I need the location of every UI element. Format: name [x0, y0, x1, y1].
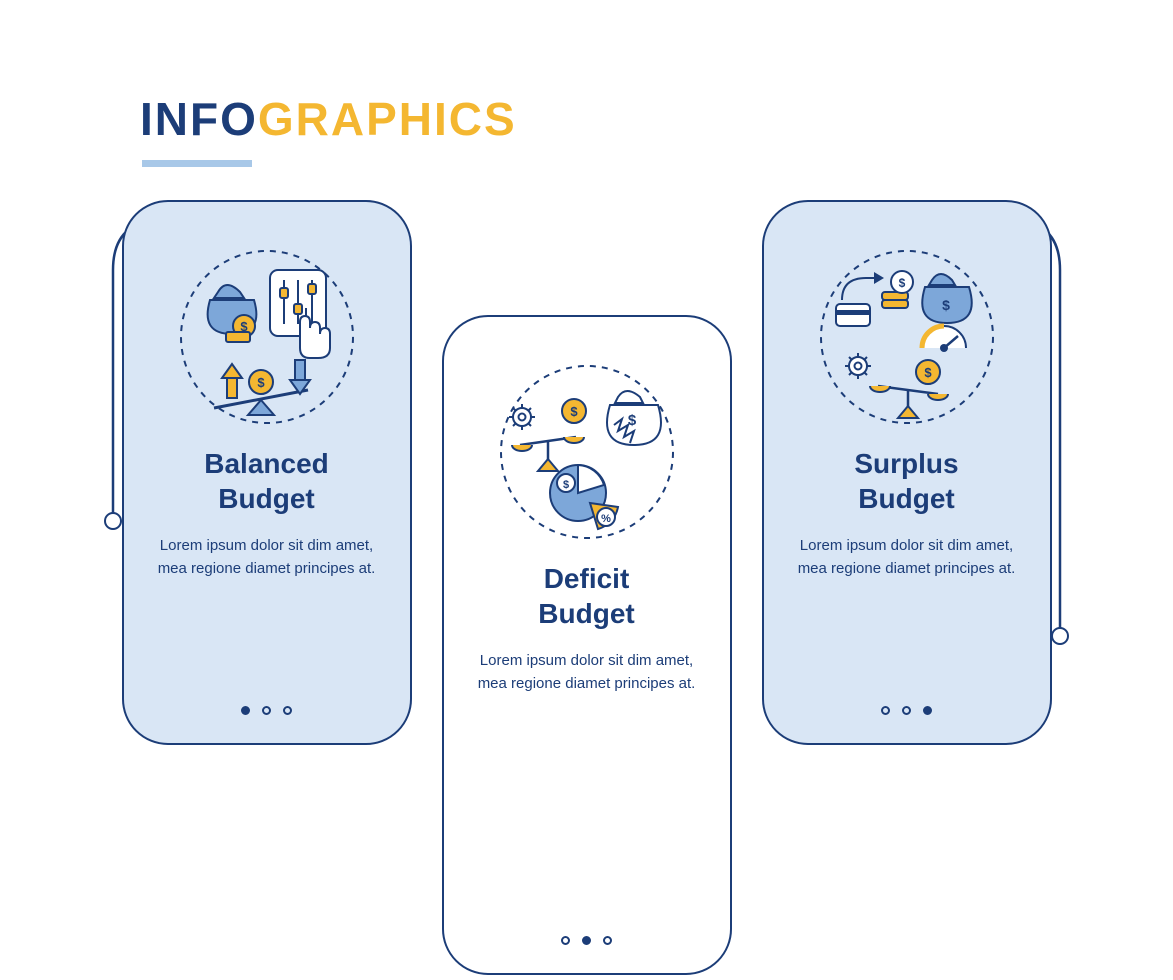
deficit-budget-icon: $ $ $ % — [492, 357, 682, 547]
dot — [283, 706, 292, 715]
dot — [902, 706, 911, 715]
card-balanced: $ — [122, 200, 412, 745]
pagination-dots — [444, 936, 730, 945]
dot — [881, 706, 890, 715]
svg-text:$: $ — [924, 365, 932, 380]
card-title: Balanced Budget — [148, 446, 386, 516]
svg-text:$: $ — [942, 297, 950, 313]
pagination-dots — [764, 706, 1050, 715]
svg-text:$: $ — [562, 479, 568, 491]
card-title: Deficit Budget — [468, 561, 706, 631]
svg-text:$: $ — [570, 404, 578, 419]
card-body: Lorem ipsum dolor sit dim amet, mea regi… — [148, 534, 386, 581]
dot — [923, 706, 932, 715]
pagination-dots — [124, 706, 410, 715]
card-title-line2: Budget — [218, 483, 314, 514]
surplus-budget-icon: $ $ — [812, 242, 1002, 432]
card-title-line2: Budget — [538, 598, 634, 629]
header: INFOGRAPHICS — [140, 96, 517, 167]
dot — [582, 936, 591, 945]
svg-text:%: % — [601, 513, 611, 525]
card-body: Lorem ipsum dolor sit dim amet, mea regi… — [788, 534, 1026, 581]
dot — [262, 706, 271, 715]
title-part2: GRAPHICS — [258, 93, 517, 145]
page-title: INFOGRAPHICS — [140, 96, 517, 142]
card-title-line1: Surplus — [854, 448, 958, 479]
title-underline — [142, 160, 252, 167]
card-title-line2: Budget — [858, 483, 954, 514]
card-surplus: $ $ — [762, 200, 1052, 745]
card-title-line1: Balanced — [204, 448, 329, 479]
dot — [603, 936, 612, 945]
card-title: Surplus Budget — [788, 446, 1026, 516]
dot — [241, 706, 250, 715]
svg-text:$: $ — [627, 412, 636, 429]
svg-text:$: $ — [898, 276, 905, 290]
card-deficit: $ $ $ % — [442, 315, 732, 975]
cards-row: $ — [0, 200, 1173, 975]
card-title-line1: Deficit — [544, 563, 630, 594]
balanced-budget-icon: $ — [172, 242, 362, 432]
svg-text:$: $ — [257, 375, 265, 390]
card-body: Lorem ipsum dolor sit dim amet, mea regi… — [468, 649, 706, 696]
title-part1: INFO — [140, 93, 258, 145]
dot — [561, 936, 570, 945]
